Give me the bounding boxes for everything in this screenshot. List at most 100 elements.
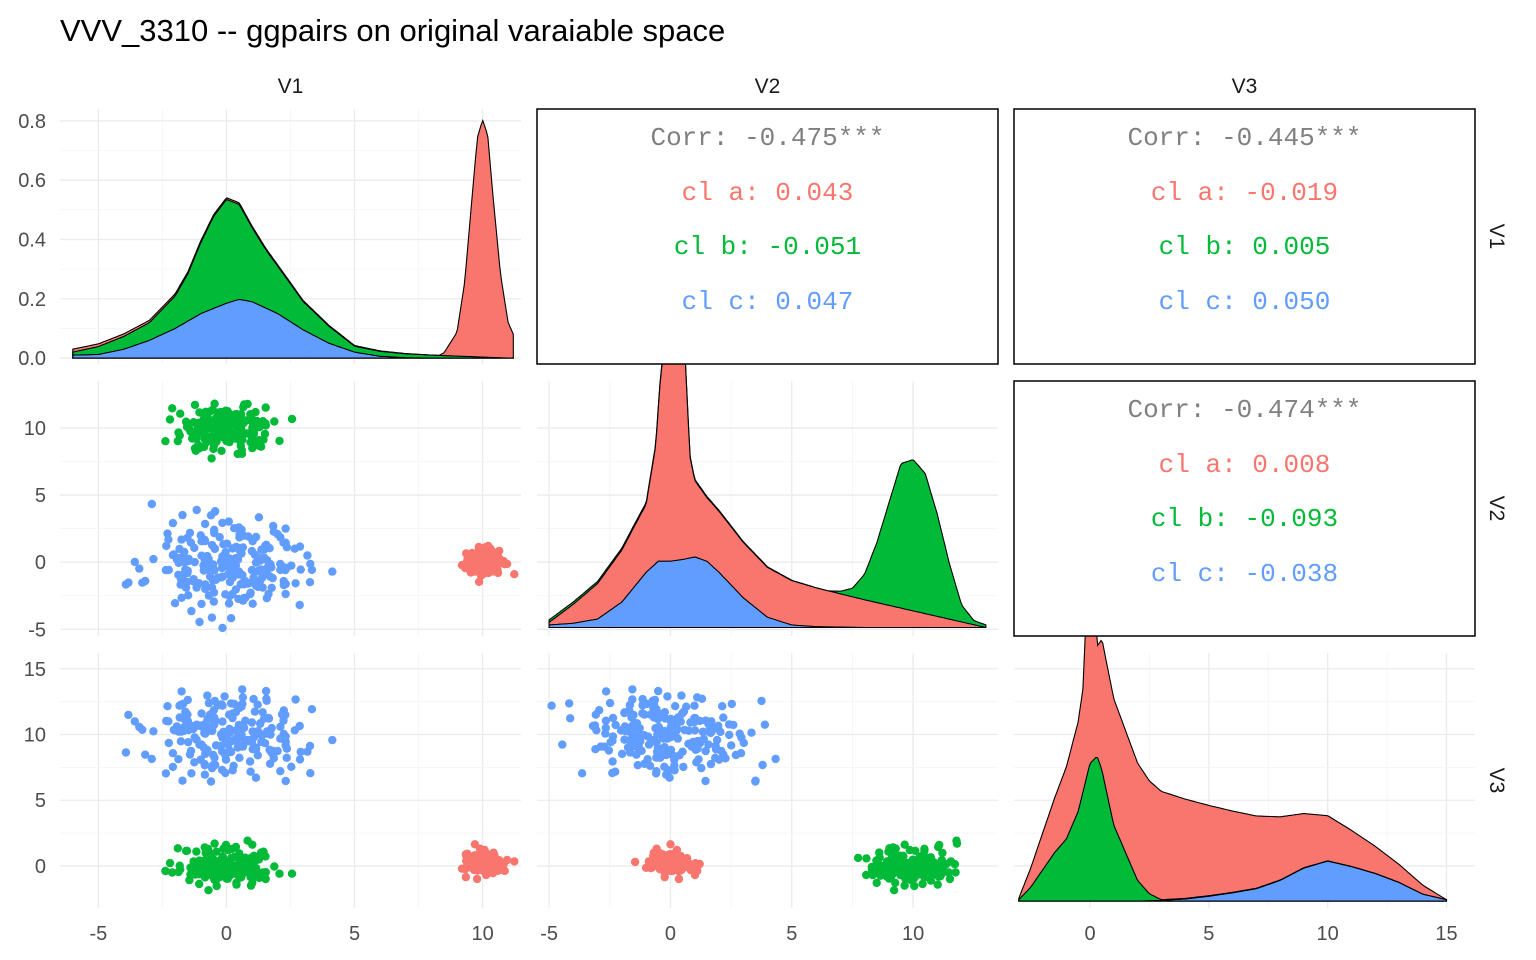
point-cl-c (652, 767, 661, 776)
point-cl-c (207, 583, 217, 592)
point-cl-a (689, 860, 698, 869)
point-cl-c (256, 556, 265, 565)
point-cl-a (462, 563, 471, 573)
point-cl-c (287, 561, 296, 570)
point-cl-c (679, 762, 688, 772)
point-cl-a (669, 861, 678, 870)
point-cl-c (628, 695, 637, 704)
point-cl-c (566, 714, 575, 723)
point-cl-c (747, 728, 756, 737)
point-cl-c (656, 753, 665, 762)
point-cl-b (204, 886, 213, 895)
point-cl-c (200, 536, 210, 546)
point-cl-b (872, 878, 881, 888)
point-cl-b (227, 865, 236, 875)
point-cl-c (682, 702, 691, 711)
point-cl-c (248, 599, 257, 608)
point-cl-a (502, 855, 512, 865)
point-cl-c (638, 700, 648, 709)
point-cl-c (671, 727, 681, 736)
point-cl-b (233, 870, 242, 880)
point-cl-a (482, 861, 491, 870)
y-tick-label: 5 (35, 485, 46, 507)
point-cl-b (161, 866, 170, 876)
point-cl-c (296, 565, 305, 574)
point-cl-c (168, 518, 178, 528)
point-cl-c (669, 719, 678, 728)
point-cl-b (938, 848, 947, 858)
point-cl-c (185, 528, 195, 538)
point-cl-c (305, 578, 315, 587)
point-cl-b (885, 844, 894, 853)
y-tick-label: 0.0 (18, 348, 46, 370)
point-cl-c (190, 733, 199, 742)
point-cl-b (248, 857, 257, 866)
point-cl-c (135, 564, 144, 573)
point-cl-c (724, 720, 734, 729)
point-cl-c (595, 706, 604, 715)
point-cl-c (124, 578, 133, 587)
point-cl-c (662, 770, 671, 779)
point-cl-b (219, 415, 228, 424)
point-cl-b (182, 846, 192, 855)
point-cl-c (225, 577, 235, 587)
density-panel-v2 (537, 311, 998, 636)
point-cl-c (267, 583, 276, 592)
point-cl-b (201, 407, 210, 416)
y-tick-label: 0.8 (18, 111, 46, 133)
point-cl-c (262, 594, 271, 603)
point-cl-c (620, 735, 629, 744)
point-cl-c (258, 583, 267, 592)
point-cl-b (952, 839, 962, 848)
x-tick-label: 5 (349, 923, 360, 945)
y-tick-label: 10 (24, 418, 46, 440)
point-cl-a (489, 567, 498, 576)
point-cl-c (281, 589, 290, 599)
point-cl-c (577, 769, 587, 778)
point-cl-a (489, 863, 499, 873)
point-cl-c (620, 708, 629, 717)
point-cl-b (195, 879, 204, 889)
point-cl-b (248, 423, 257, 432)
point-cl-c (246, 588, 255, 597)
point-cl-c (206, 511, 216, 520)
point-cl-c (706, 759, 716, 769)
point-cl-b (900, 840, 909, 849)
point-cl-c (237, 702, 246, 711)
point-cl-c (178, 776, 187, 785)
corr-panel-v1-v3: Corr: -0.445*** cl a: -0.019 cl b: 0.005 cl… (1013, 108, 1476, 365)
point-cl-c (209, 706, 218, 715)
point-cl-c (164, 738, 173, 748)
point-cl-c (328, 735, 337, 745)
point-cl-c (248, 727, 257, 736)
point-cl-b (260, 868, 270, 877)
point-cl-c (190, 557, 199, 567)
corr-box (1013, 380, 1476, 637)
point-cl-c (633, 761, 642, 770)
point-cl-c (706, 728, 715, 738)
point-cl-c (184, 591, 193, 600)
point-cl-c (215, 741, 224, 751)
point-cl-c (224, 517, 233, 526)
point-cl-c (228, 555, 237, 565)
point-cl-b (900, 881, 909, 890)
point-cl-c (290, 544, 299, 553)
point-cl-c (640, 731, 649, 740)
point-cl-c (258, 708, 267, 717)
corr-group-label: cl b: 0.005 (1159, 232, 1331, 262)
point-cl-b (231, 842, 241, 852)
point-cl-c (218, 731, 227, 740)
point-cl-c (175, 544, 184, 554)
corr-overall-label: Corr: -0.475*** (650, 123, 884, 153)
point-cl-c (141, 750, 150, 759)
point-cl-b (192, 859, 201, 869)
point-cl-c (197, 709, 206, 718)
point-cl-a (510, 857, 519, 866)
x-tick-label: 0 (221, 923, 232, 945)
point-cl-b (261, 874, 270, 884)
point-cl-b (918, 879, 927, 889)
point-cl-c (260, 739, 270, 748)
point-cl-c (306, 769, 315, 778)
point-cl-c (218, 717, 227, 726)
point-cl-c (176, 737, 186, 746)
